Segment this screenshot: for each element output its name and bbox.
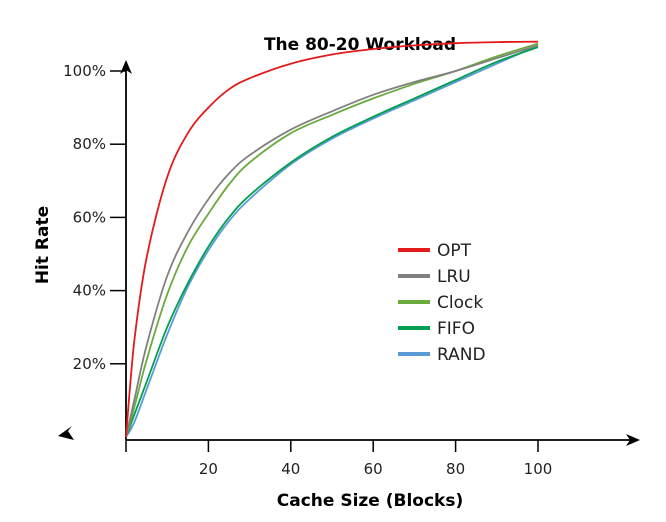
axes	[58, 60, 640, 446]
origin-arrow	[58, 426, 74, 440]
series-line-clock	[125, 42, 539, 438]
x-axis-arrow	[626, 434, 640, 446]
legend: OPT LRU Clock FIFO RAND	[398, 241, 486, 365]
x-tick-label-80: 80	[446, 460, 465, 478]
x-tick-label-100: 100	[524, 460, 553, 478]
x-tick-label-20: 20	[199, 460, 218, 478]
legend-label-fifo: FIFO	[437, 319, 475, 339]
series-line-fifo	[125, 46, 539, 438]
legend-label-opt: OPT	[437, 241, 472, 261]
legend-label-lru: LRU	[437, 267, 471, 287]
chart-title: The 80-20 Workload	[264, 35, 456, 55]
y-axis-label: Hit Rate	[33, 206, 53, 284]
x-ticks: 20 40 60 80 100	[125, 440, 553, 478]
legend-label-clock: Clock	[437, 293, 483, 313]
y-ticks: 20% 40% 60% 80% 100%	[63, 62, 126, 373]
y-tick-label-100: 100%	[63, 62, 106, 80]
y-tick-label-80: 80%	[73, 135, 106, 153]
legend-label-rand: RAND	[437, 345, 486, 365]
y-tick-label-20: 20%	[73, 355, 106, 373]
series-line-lru	[125, 44, 539, 438]
x-tick-label-60: 60	[364, 460, 383, 478]
y-tick-label-40: 40%	[73, 282, 106, 300]
x-axis-label: Cache Size (Blocks)	[277, 491, 464, 511]
x-tick-label-40: 40	[281, 460, 300, 478]
series-lines	[125, 40, 539, 438]
y-tick-label-60: 60%	[73, 208, 106, 226]
series-line-opt	[125, 40, 539, 438]
series-line-rand	[125, 44, 539, 438]
